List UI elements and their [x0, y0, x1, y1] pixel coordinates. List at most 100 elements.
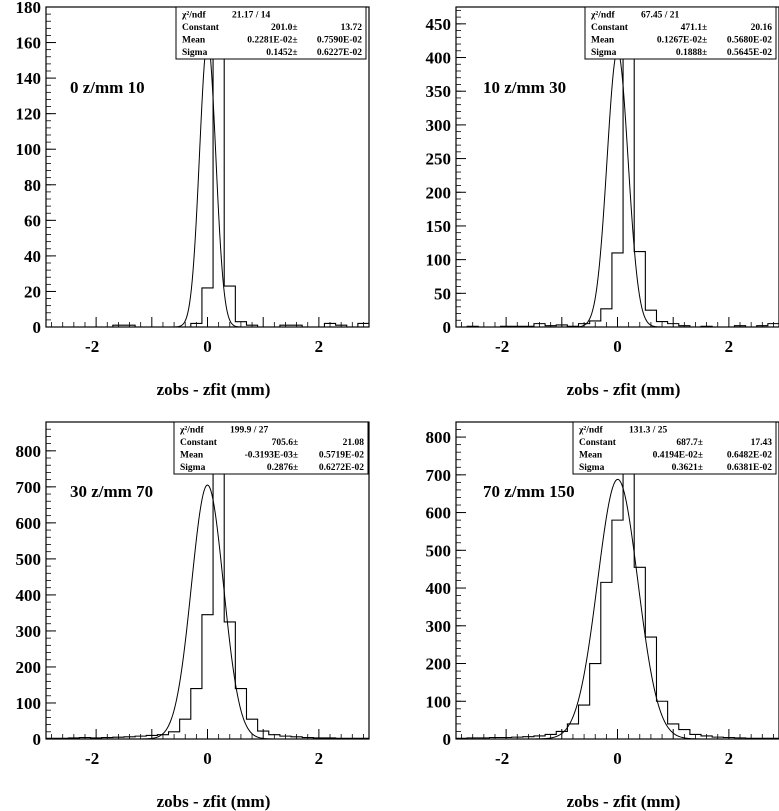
- y-tick-label: 600: [426, 504, 452, 523]
- y-tick-label: 20: [24, 282, 41, 301]
- x-tick-label: 0: [203, 749, 212, 768]
- y-tick-label: 400: [426, 579, 452, 598]
- y-tick-label: 800: [426, 428, 452, 447]
- x-tick-label: 2: [725, 337, 734, 356]
- stats-box: χ²/ndf 21.17 / 14 Constant 201.0± 13.72 Mean 0…: [175, 6, 367, 60]
- histogram-panel-1: 0 20 40 60 80 100 120 140 160 180 -2 0 2 0 z/mm 10 zob…: [16, 0, 370, 399]
- stats-box: χ²/ndf 199.9 / 27 Constant 705.6± 21.08 Mean -…: [173, 421, 369, 475]
- stat-error-mean: 0.6482E-02: [727, 451, 772, 461]
- stat-value-sigma: 0.1888±: [676, 48, 707, 58]
- stat-label-constant: Constant: [579, 438, 617, 448]
- stat-label-sigma: Sigma: [579, 463, 605, 473]
- stat-label-sigma: Sigma: [182, 48, 208, 58]
- stat-label-chi2-ndf: χ²/ndf: [590, 11, 615, 21]
- x-tick-label: -2: [85, 749, 99, 768]
- stat-value-constant: 201.0±: [271, 23, 298, 33]
- y-tick-label: 100: [16, 694, 42, 713]
- stats-box: χ²/ndf 67.45 / 21 Constant 471.1± 20.16 Mean 0…: [584, 6, 777, 60]
- y-tick-label: 350: [426, 82, 452, 101]
- y-tick-label: 450: [426, 15, 452, 34]
- y-tick-label: 700: [426, 466, 452, 485]
- stat-label-sigma: Sigma: [180, 463, 206, 473]
- y-tick-label: 200: [426, 655, 452, 674]
- x-tick-label: 2: [725, 749, 734, 768]
- y-tick-label: 300: [426, 617, 452, 636]
- range-annotation: 70 z/mm 150: [483, 482, 575, 501]
- stat-error-sigma: 0.5645E-02: [727, 48, 772, 58]
- stat-value-chi2-ndf: 199.9 / 27: [230, 426, 269, 436]
- y-tick-label: 700: [16, 478, 42, 497]
- x-tick-label: -2: [495, 749, 509, 768]
- x-axis-label: zobs - zfit (mm): [157, 380, 271, 399]
- y-tick-label: 80: [24, 176, 41, 195]
- stats-box-frame: [175, 6, 367, 60]
- stat-value-mean: 0.1267E-02±: [657, 36, 707, 46]
- y-tick-label: 500: [426, 541, 452, 560]
- y-tick-label: 300: [16, 622, 42, 641]
- histogram-bars: [46, 471, 369, 739]
- range-annotation: 30 z/mm 70: [70, 482, 153, 501]
- y-tick-label: 0: [443, 318, 452, 337]
- stat-error-constant: 13.72: [341, 23, 363, 33]
- histogram-panel-4: 0 100 200 300 400 500 600 700 800 -2 0 2 70 z/mm 150…: [426, 421, 779, 811]
- histogram-bars: [456, 459, 779, 739]
- range-annotation: 0 z/mm 10: [70, 78, 145, 97]
- y-tick-label: 150: [426, 217, 452, 236]
- y-tick-label: 140: [16, 69, 42, 88]
- x-tick-label: 2: [315, 749, 324, 768]
- stats-box: χ²/ndf 131.3 / 25 Constant 687.7± 17.43 Mean 0…: [572, 421, 777, 475]
- stat-value-chi2-ndf: 21.17 / 14: [232, 11, 271, 21]
- stats-box-frame: [584, 6, 777, 60]
- x-tick-label: -2: [495, 337, 509, 356]
- range-annotation: 10 z/mm 30: [483, 78, 566, 97]
- stat-value-sigma: 0.1452±: [266, 48, 297, 58]
- stat-label-constant: Constant: [591, 23, 629, 33]
- y-tick-label: 50: [434, 284, 451, 303]
- y-tick-label: 120: [16, 105, 42, 124]
- stat-label-mean: Mean: [579, 451, 603, 461]
- stat-value-mean: 0.4194E-02±: [653, 451, 703, 461]
- gaussian-fit-curve: [456, 478, 779, 740]
- stat-label-constant: Constant: [182, 23, 220, 33]
- stat-value-constant: 471.1±: [681, 23, 708, 33]
- y-tick-label: 600: [16, 514, 42, 533]
- y-tick-label: 400: [426, 49, 452, 68]
- stat-value-mean: -0.3193E-03±: [245, 451, 299, 461]
- stat-error-sigma: 0.6272E-02: [319, 463, 364, 473]
- y-tick-label: 180: [16, 0, 42, 17]
- stats-box-frame: [572, 421, 777, 475]
- histogram-bars: [46, 38, 369, 328]
- x-tick-label: 0: [613, 749, 622, 768]
- x-axis-label: zobs - zfit (mm): [567, 380, 681, 399]
- histogram-panel-3: 0 100 200 300 400 500 600 700 800 -2 0 2 30 z/mm 70 z…: [16, 421, 370, 811]
- stat-value-constant: 705.6±: [272, 438, 299, 448]
- stats-box-frame: [173, 421, 369, 475]
- y-tick-label: 100: [16, 140, 42, 159]
- gaussian-fit-curve: [46, 484, 369, 740]
- y-tick-label: 400: [16, 586, 42, 605]
- stat-label-mean: Mean: [182, 36, 206, 46]
- stat-error-mean: 0.7590E-02: [317, 36, 362, 46]
- stat-label-mean: Mean: [591, 36, 615, 46]
- stat-label-sigma: Sigma: [591, 48, 617, 58]
- y-tick-label: 250: [426, 150, 452, 169]
- stat-value-chi2-ndf: 67.45 / 21: [641, 11, 680, 21]
- stat-error-constant: 20.16: [751, 23, 773, 33]
- y-tick-label: 200: [16, 658, 42, 677]
- histogram-panel-2: 0 50 100 150 200 250 300 350 400 450 -2 0 2 10 z/mm 3…: [426, 6, 779, 399]
- stat-value-chi2-ndf: 131.3 / 25: [629, 426, 668, 436]
- stat-value-constant: 687.7±: [676, 438, 703, 448]
- stat-error-sigma: 0.6381E-02: [727, 463, 772, 473]
- x-tick-label: 0: [203, 337, 212, 356]
- y-tick-label: 500: [16, 550, 42, 569]
- y-tick-label: 800: [16, 442, 42, 461]
- x-tick-label: 2: [315, 337, 324, 356]
- stat-error-sigma: 0.6227E-02: [317, 48, 362, 58]
- y-tick-label: 100: [426, 692, 452, 711]
- y-tick-label: 160: [16, 34, 42, 53]
- y-tick-label: 60: [24, 211, 41, 230]
- y-tick-label: 0: [33, 730, 42, 749]
- stat-label-mean: Mean: [180, 451, 204, 461]
- stat-label-constant: Constant: [180, 438, 218, 448]
